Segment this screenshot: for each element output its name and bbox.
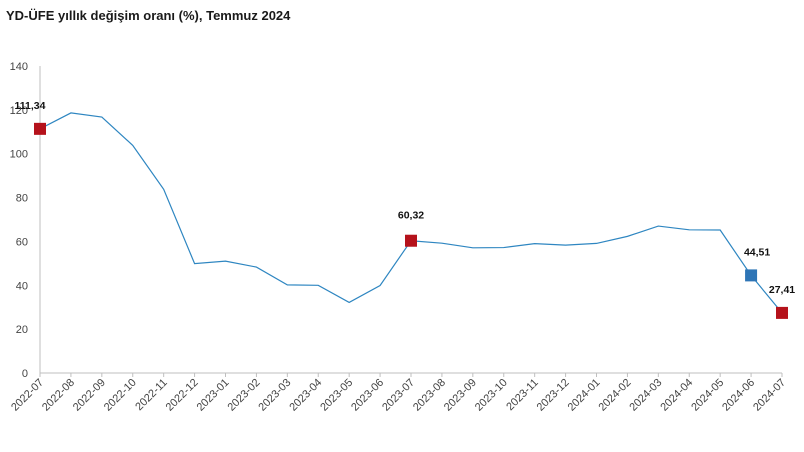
y-tick-label: 20: [16, 324, 28, 336]
chart-title: YD-ÜFE yıllık değişim oranı (%), Temmuz …: [6, 8, 291, 23]
x-tick-label: 2024-02: [597, 377, 634, 414]
data-label: 111,34: [15, 100, 46, 112]
y-tick-label: 0: [22, 368, 28, 380]
data-point-marker: [745, 269, 758, 282]
x-tick-label: 2023-12: [535, 377, 572, 414]
x-tick-label: 2023-03: [256, 377, 293, 414]
x-tick-label: 2022-09: [71, 377, 108, 414]
y-tick-label: 40: [16, 280, 28, 292]
x-tick-label: 2022-08: [40, 377, 77, 414]
y-tick-label: 140: [10, 61, 28, 73]
x-axis: 2022-072022-082022-092022-102022-112022-…: [9, 372, 788, 414]
x-tick-label: 2023-07: [380, 377, 417, 414]
x-tick-label: 2023-08: [411, 377, 448, 414]
plot-area: 111,34 60,32 44,51 27,41: [15, 100, 795, 319]
y-tick-label: 60: [16, 236, 28, 248]
x-tick-label: 2024-05: [689, 377, 726, 414]
x-tick-label: 2023-01: [195, 377, 232, 414]
x-tick-label: 2024-06: [720, 377, 757, 414]
data-point-marker: [405, 234, 417, 247]
x-tick-label: 2023-02: [226, 377, 263, 414]
x-tick-label: 2024-03: [627, 377, 664, 414]
x-tick-label: 2022-07: [9, 377, 46, 414]
x-tick-label: 2023-05: [318, 377, 355, 414]
x-tick-label: 2022-11: [133, 377, 169, 413]
data-point-marker: [776, 306, 788, 319]
data-label: 44,51: [744, 246, 770, 258]
x-tick-label: 2022-12: [164, 377, 201, 414]
x-tick-label: 2023-10: [473, 377, 510, 414]
x-tick-label: 2023-11: [504, 377, 540, 413]
y-tick-label: 100: [10, 149, 28, 161]
x-tick-label: 2024-07: [751, 377, 788, 414]
y-tick-label: 80: [16, 193, 28, 205]
y-tick-label: 120: [10, 105, 28, 117]
data-label: 27,41: [769, 284, 795, 296]
x-tick-label: 2022-10: [102, 377, 139, 414]
data-label: 60,32: [398, 210, 424, 222]
x-tick-label: 2023-06: [349, 377, 386, 414]
x-tick-label: 2024-04: [658, 377, 695, 414]
x-tick-label: 2023-09: [442, 377, 479, 414]
data-point-marker: [34, 122, 46, 135]
x-tick-label: 2024-01: [566, 377, 603, 414]
y-axis: 0 20 40 60 80 100 120 140: [10, 61, 41, 380]
x-tick-label: 2023-04: [287, 377, 324, 414]
